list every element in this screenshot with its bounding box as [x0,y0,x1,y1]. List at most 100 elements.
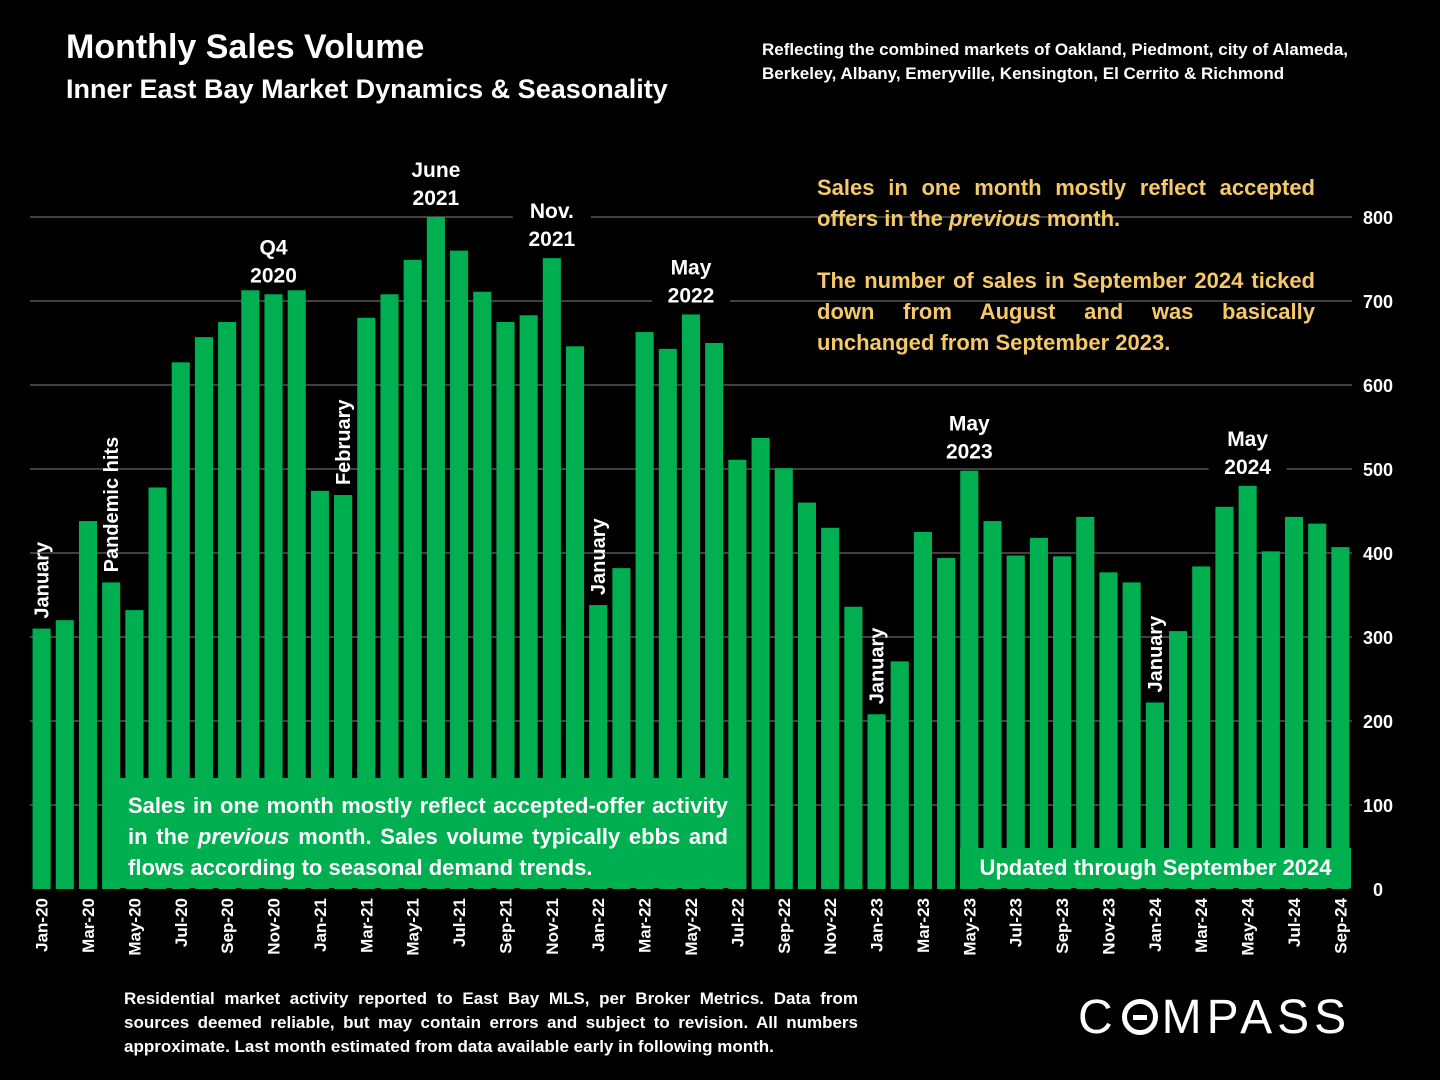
bar-annotations: January Pandemic hits Q4 2020 February June 20… [32,155,1287,704]
annotation-backdrop [655,252,727,283]
x-tick-label: May-20 [125,898,144,956]
bar [1053,556,1072,889]
annotation-backdrop [1211,423,1284,454]
x-tick-label: Nov-22 [821,898,840,955]
bar [890,661,909,889]
x-tick-label: Mar-20 [79,898,98,953]
bar [542,258,561,889]
bar-annotation: January [1145,615,1167,693]
bar [380,294,399,889]
x-tick-label: May-23 [960,898,979,956]
callout-paragraph-2: The number of sales in September 2024 ti… [817,268,1315,355]
annotation-backdrop [652,280,730,311]
chart-title: Monthly Sales Volume [66,28,425,66]
annotation-line: 2021 [413,187,460,210]
bar [264,294,283,889]
bar [1261,551,1280,889]
x-tick-label: Mar-24 [1192,897,1211,952]
bar [1331,547,1350,889]
x-tick-label: Sep-21 [496,898,515,954]
bar [519,315,538,889]
bar [937,558,956,889]
bar-annotation: May 2022 [652,252,730,311]
annotation-line: 2020 [250,264,297,287]
y-axis-ticks: 0 100 200 300 400 500 600 700 800 [1363,208,1393,900]
annotation-backdrop [237,232,310,263]
x-tick-label: Jul-21 [450,898,469,947]
bar [32,628,51,889]
bar [1169,631,1188,889]
bar [565,346,585,889]
y-tick-label: 100 [1363,796,1393,816]
bar [55,620,74,889]
bar-annotation: May 2024 [1208,423,1287,482]
annotation-backdrop [396,183,475,213]
annotation-backdrop [512,196,591,227]
bar [983,521,1002,889]
bar [821,527,840,889]
x-tick-label: Jan-24 [1146,897,1165,951]
x-tick-label: Jul-22 [728,898,747,947]
bar [751,437,770,889]
source-footnote: Residential market activity reported to … [124,989,858,1056]
annotation-line: May [949,413,990,436]
bar [473,291,492,889]
x-tick-label: Mar-22 [636,898,655,953]
y-tick-label: 300 [1363,628,1393,648]
x-tick-label: Nov-21 [543,898,562,955]
updated-badge: Updated through September 2024 [960,848,1351,888]
bar [426,217,445,889]
x-tick-label: Sep-22 [775,898,794,954]
bar [1215,506,1234,889]
bar [658,348,677,889]
y-tick-label: 800 [1363,208,1393,228]
annotation-line: 2021 [528,228,575,251]
bar [1192,566,1211,889]
annotation-line: June [411,159,460,182]
annotation-line: 2022 [668,284,715,307]
chart-subtitle: Inner East Bay Market Dynamics & Seasona… [66,74,668,104]
annotation-line: Nov. [530,200,574,223]
bar-annotation: Q4 2020 [234,232,313,291]
bar [218,322,237,889]
x-tick-label: May-24 [1239,897,1258,955]
bar-annotation: May 2023 [930,408,1009,467]
x-tick-label: Jan-23 [868,898,887,952]
seasonality-note-box: Sales in one month mostly reflect accept… [116,778,742,888]
annotation-line: May [671,256,712,279]
callout-paragraph-1: Sales in one month mostly reflect accept… [817,175,1315,231]
x-tick-label: Sep-24 [1331,897,1350,953]
bar [171,362,190,889]
y-tick-label: 0 [1373,880,1383,900]
annotation-backdrop [930,436,1009,467]
bar-annotation: January [588,517,610,595]
annotation-backdrop [234,260,313,291]
x-axis-ticks: Jan-20 Mar-20 May-20 Jul-20 Sep-20 Nov-20 Jan-… [33,897,1351,955]
bar [774,468,793,889]
bar [797,502,817,889]
bar [1284,516,1304,889]
bar-annotation: June 2021 [396,155,475,213]
bar [496,322,515,889]
x-tick-label: May-22 [682,898,701,956]
x-tick-label: Jan-21 [311,898,330,952]
bar [635,332,654,890]
bar [1076,516,1095,889]
annotation-line: 2024 [1224,456,1271,479]
annotation-backdrop [1208,451,1287,482]
bar [1006,555,1025,889]
compass-o-icon [1121,999,1158,1035]
bar [913,532,932,889]
bar [194,337,213,889]
bar [241,263,260,889]
bar [450,250,469,890]
market-note: Reflecting the combined markets of Oakla… [762,40,1348,83]
x-tick-label: Jul-20 [172,898,191,947]
bar [1238,485,1257,889]
y-tick-label: 200 [1363,712,1393,732]
annotation-backdrop [933,408,1006,439]
bar [1029,537,1048,889]
bar [960,470,979,889]
bar [844,606,863,889]
